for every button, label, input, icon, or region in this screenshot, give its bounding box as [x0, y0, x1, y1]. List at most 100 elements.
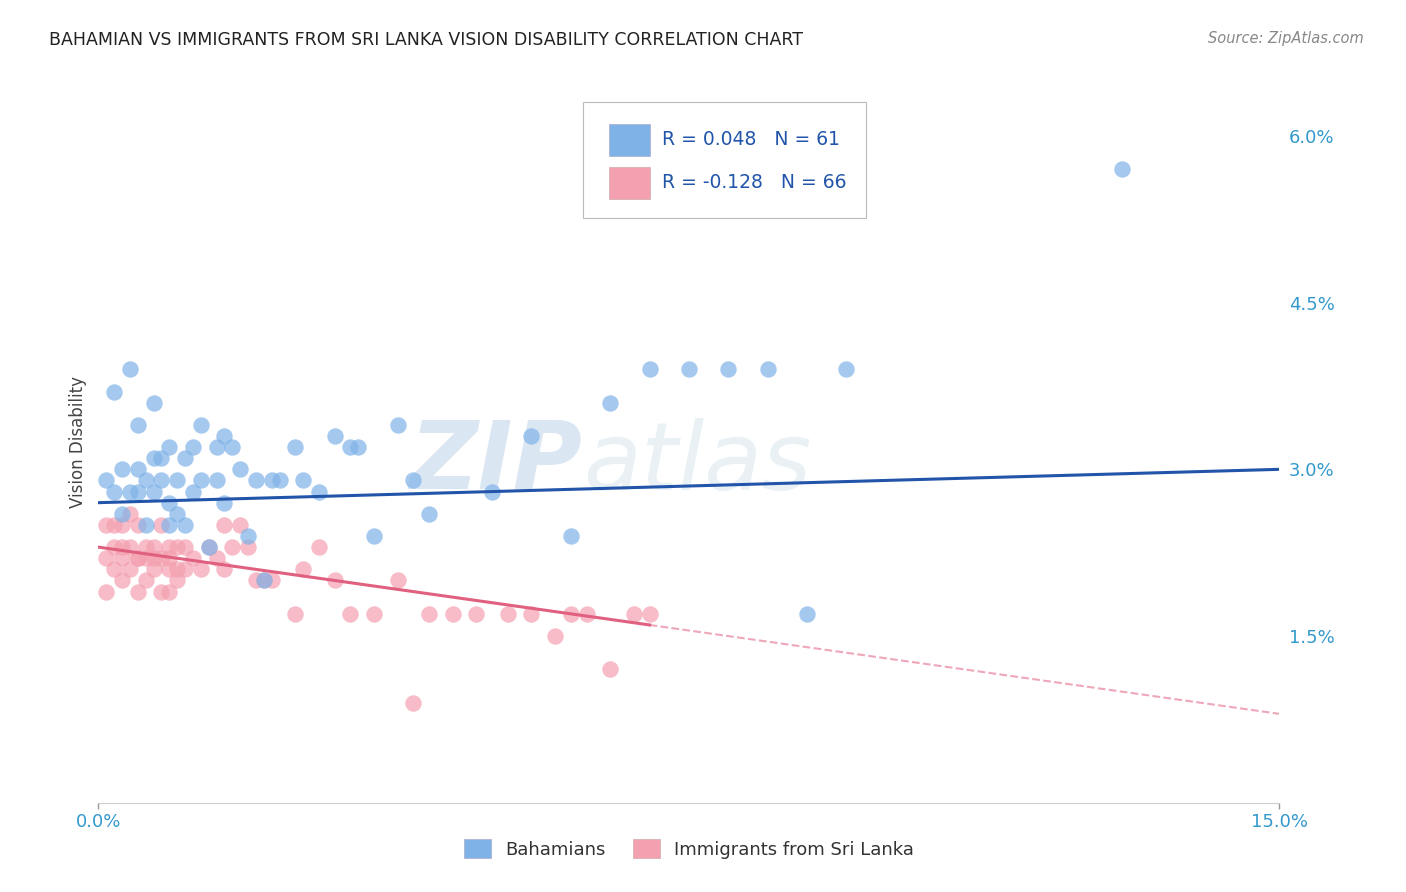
Point [127, 584, 149, 599]
Point [205, 474, 228, 488]
Point [190, 562, 212, 576]
Point [363, 607, 385, 621]
Point [292, 474, 315, 488]
Point [575, 607, 598, 621]
Point [118, 507, 141, 521]
Point [387, 417, 409, 432]
Point [638, 362, 661, 376]
Point [174, 451, 197, 466]
Point [127, 551, 149, 566]
Point [441, 607, 464, 621]
Text: ZIP: ZIP [409, 417, 582, 509]
Point [560, 529, 582, 543]
Point [205, 551, 228, 566]
Point [284, 607, 307, 621]
Point [166, 474, 188, 488]
Point [127, 551, 149, 566]
Point [181, 440, 204, 454]
Point [402, 696, 425, 710]
Point [135, 574, 157, 588]
Point [118, 484, 141, 499]
Point [127, 417, 149, 432]
Point [111, 462, 134, 476]
Point [339, 440, 361, 454]
Point [157, 562, 180, 576]
Point [166, 562, 188, 576]
Point [717, 362, 740, 376]
Point [96, 474, 118, 488]
Text: Source: ZipAtlas.com: Source: ZipAtlas.com [1208, 31, 1364, 46]
Point [260, 574, 283, 588]
Point [135, 540, 157, 554]
Text: BAHAMIAN VS IMMIGRANTS FROM SRI LANKA VISION DISABILITY CORRELATION CHART: BAHAMIAN VS IMMIGRANTS FROM SRI LANKA VI… [49, 31, 803, 49]
Point [142, 484, 165, 499]
FancyBboxPatch shape [582, 102, 866, 218]
Point [174, 517, 197, 532]
Point [157, 540, 180, 554]
Point [236, 529, 259, 543]
Point [269, 474, 291, 488]
Point [236, 540, 259, 554]
Point [157, 551, 180, 566]
Point [142, 551, 165, 566]
Point [678, 362, 700, 376]
Point [111, 517, 134, 532]
Point [142, 562, 165, 576]
Point [166, 574, 188, 588]
Point [245, 574, 267, 588]
Point [418, 607, 440, 621]
FancyBboxPatch shape [609, 124, 650, 156]
Point [599, 662, 621, 676]
Point [142, 451, 165, 466]
Point [96, 584, 118, 599]
Point [214, 496, 236, 510]
Point [418, 507, 440, 521]
Point [229, 462, 252, 476]
Point [190, 417, 212, 432]
Point [323, 429, 346, 443]
Point [323, 574, 346, 588]
Point [118, 540, 141, 554]
Point [756, 362, 779, 376]
Point [103, 517, 125, 532]
Point [835, 362, 858, 376]
Y-axis label: Vision Disability: Vision Disability [69, 376, 87, 508]
Point [260, 474, 283, 488]
Point [796, 607, 818, 621]
Point [205, 440, 228, 454]
Point [221, 540, 243, 554]
Point [118, 562, 141, 576]
Point [197, 540, 219, 554]
Point [245, 474, 267, 488]
Point [560, 607, 582, 621]
Point [157, 517, 180, 532]
Text: R = -0.128   N = 66: R = -0.128 N = 66 [662, 173, 846, 193]
Text: R = 0.048   N = 61: R = 0.048 N = 61 [662, 130, 839, 149]
Point [111, 574, 134, 588]
Point [221, 440, 243, 454]
Point [339, 607, 361, 621]
Point [623, 607, 645, 621]
Point [284, 440, 307, 454]
Point [520, 429, 543, 443]
Point [127, 484, 149, 499]
FancyBboxPatch shape [609, 167, 650, 200]
Point [197, 540, 219, 554]
Point [150, 551, 173, 566]
Point [638, 607, 661, 621]
Point [174, 540, 197, 554]
Point [214, 562, 236, 576]
Point [544, 629, 567, 643]
Point [190, 474, 212, 488]
Point [135, 517, 157, 532]
Point [214, 429, 236, 443]
Point [402, 474, 425, 488]
Point [599, 395, 621, 409]
Point [481, 484, 503, 499]
Point [387, 574, 409, 588]
Point [181, 551, 204, 566]
Point [496, 607, 519, 621]
Point [103, 384, 125, 399]
Point [111, 507, 134, 521]
Point [142, 395, 165, 409]
